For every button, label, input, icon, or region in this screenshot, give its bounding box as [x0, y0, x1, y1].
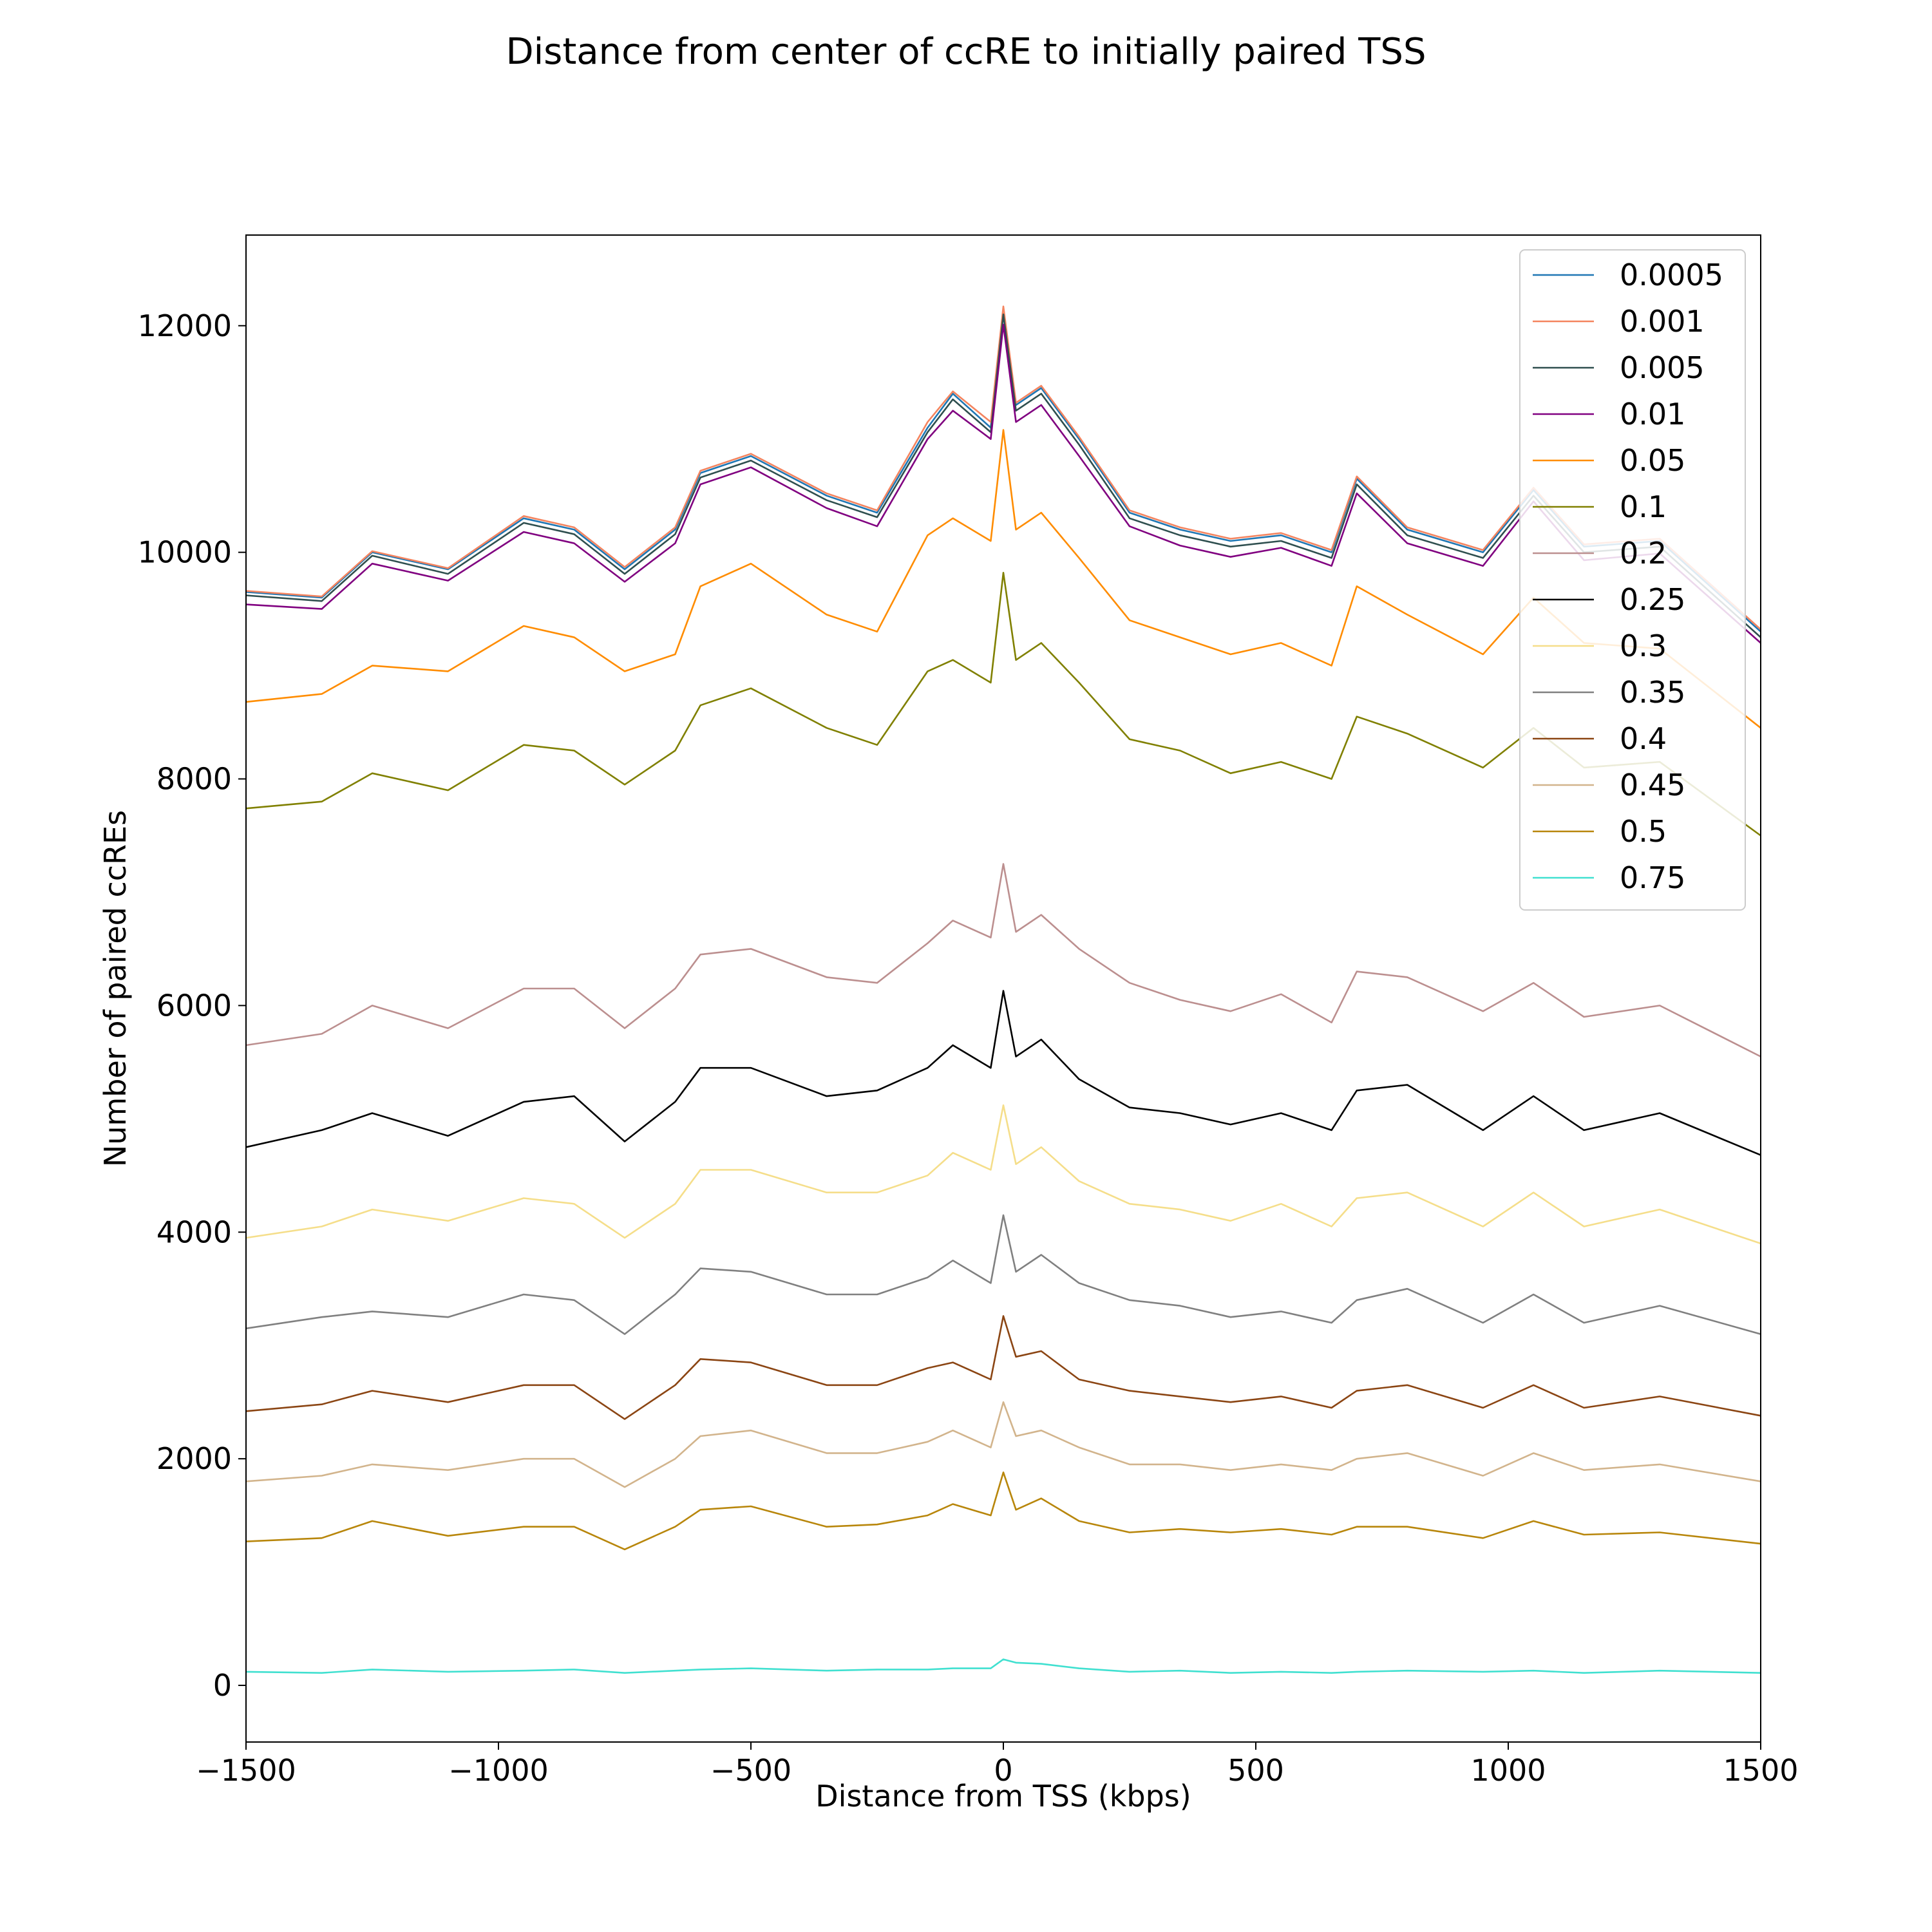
legend-label-0.001: 0.001: [1620, 304, 1705, 339]
y-tick-label: 6000: [156, 988, 232, 1023]
y-tick-label: 4000: [156, 1215, 232, 1249]
legend-label-0.35: 0.35: [1620, 675, 1685, 710]
y-tick-label: 12000: [138, 308, 232, 343]
y-tick-label: 0: [213, 1668, 232, 1703]
x-tick-label: 0: [994, 1753, 1012, 1788]
x-tick-label: −500: [710, 1753, 791, 1788]
series-line-0.75: [245, 1658, 1761, 1674]
y-tick-label: 10000: [138, 535, 232, 570]
y-tick-label: 8000: [156, 762, 232, 797]
x-tick-label: 500: [1227, 1753, 1284, 1788]
legend-box: [1519, 249, 1746, 911]
legend-label-0.01: 0.01: [1620, 397, 1685, 431]
legend-label-0.75: 0.75: [1620, 860, 1685, 895]
legend-label-0.45: 0.45: [1620, 768, 1685, 802]
series-line-0.01: [245, 323, 1761, 644]
legend-label-0.3: 0.3: [1620, 629, 1667, 663]
series-line-0.001: [245, 305, 1761, 630]
series-line-0.005: [245, 313, 1761, 638]
legend-label-0.1: 0.1: [1620, 489, 1667, 524]
chart-title: Distance from center of ccRE to initiall…: [506, 31, 1426, 73]
series-line-0.35: [245, 1214, 1761, 1335]
x-axis: −1500 −1000 −500 0 500 1000 1500: [196, 1742, 1799, 1788]
legend-label-0.4: 0.4: [1620, 721, 1667, 756]
series-line-0.05: [245, 429, 1761, 729]
legend-label-0.25: 0.25: [1620, 582, 1685, 617]
series-line-0.1: [245, 571, 1761, 837]
x-tick-label: −1500: [196, 1753, 296, 1788]
series-line-0.25: [245, 990, 1761, 1156]
legend-label-0.5: 0.5: [1620, 814, 1667, 849]
series-line-0.4: [245, 1315, 1761, 1420]
series-line-0.5: [245, 1472, 1761, 1551]
series-line-0.45: [245, 1401, 1761, 1488]
legend-label-0.2: 0.2: [1620, 536, 1667, 571]
plot-lines: [245, 305, 1761, 1674]
y-tick-label: 2000: [156, 1441, 232, 1476]
series-line-0.2: [245, 863, 1761, 1057]
x-axis-title: Distance from TSS (kbps): [815, 1779, 1191, 1814]
x-tick-label: −1000: [448, 1753, 549, 1788]
legend-label-0.05: 0.05: [1620, 443, 1685, 478]
x-tick-label: 1000: [1470, 1753, 1546, 1788]
legend: 0.0005 0.001 0.005 0.01 0.05 0.1 0.2 0.25 0.3 0.3…: [1519, 249, 1746, 911]
y-axis: 0 2000 4000 6000 8000 10000 12000: [138, 308, 246, 1703]
y-axis-title: Number of paired ccREs: [98, 810, 133, 1167]
series-line-0.3: [245, 1104, 1761, 1245]
legend-label-0.0005: 0.0005: [1620, 258, 1723, 292]
x-tick-label: 1500: [1723, 1753, 1798, 1788]
legend-label-0.005: 0.005: [1620, 350, 1705, 385]
